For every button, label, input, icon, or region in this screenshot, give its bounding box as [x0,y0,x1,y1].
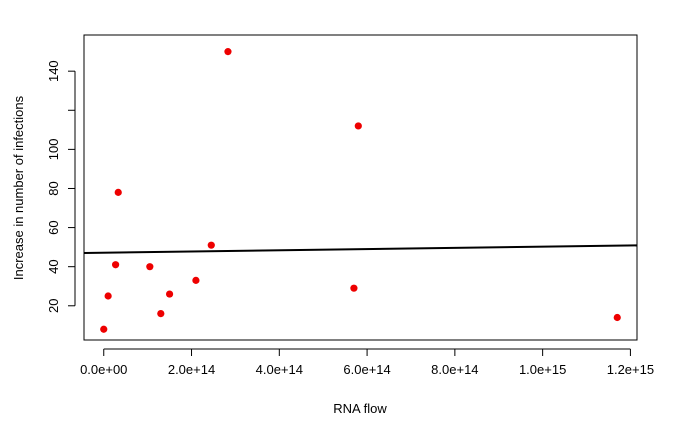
y-axis-title: Increase in number of infections [11,95,26,280]
data-point [112,261,120,269]
plot-frame [83,34,638,341]
x-tick-label: 4.0e+14 [256,362,303,377]
y-tick-label: 60 [46,220,61,234]
y-tick-label: 140 [46,60,61,82]
data-point [350,284,358,292]
x-tick-label: 0.0e+00 [80,362,127,377]
data-point [157,310,165,318]
x-tick-label: 6.0e+14 [343,362,390,377]
data-points [100,48,621,333]
data-point [207,241,215,249]
x-tick-label: 1.0e+15 [519,362,566,377]
data-point [613,313,621,322]
x-axis: 0.0e+00 2.0e+14 4.0e+14 6.0e+14 8.0e+14 1.0e+… [80,348,654,377]
data-point [100,325,108,333]
y-tick-label: 40 [46,259,61,273]
trend-line-group [83,244,638,254]
data-point [146,263,154,271]
data-point [165,290,174,298]
x-tick-label: 2.0e+14 [168,362,215,377]
regression-line [83,244,638,254]
data-point [354,122,362,130]
data-point [114,188,122,196]
y-axis: 20 40 60 80 100 140 [46,60,76,313]
x-tick-label: 8.0e+14 [431,362,478,377]
data-point [104,292,112,300]
y-tick-label: 100 [46,139,61,161]
data-point [224,48,232,56]
data-point [192,276,200,284]
x-axis-title: RNA flow [333,401,387,416]
x-tick-label: 1.2e+15 [607,362,654,377]
y-tick-label: 80 [46,181,61,195]
y-tick-label: 20 [46,299,61,313]
